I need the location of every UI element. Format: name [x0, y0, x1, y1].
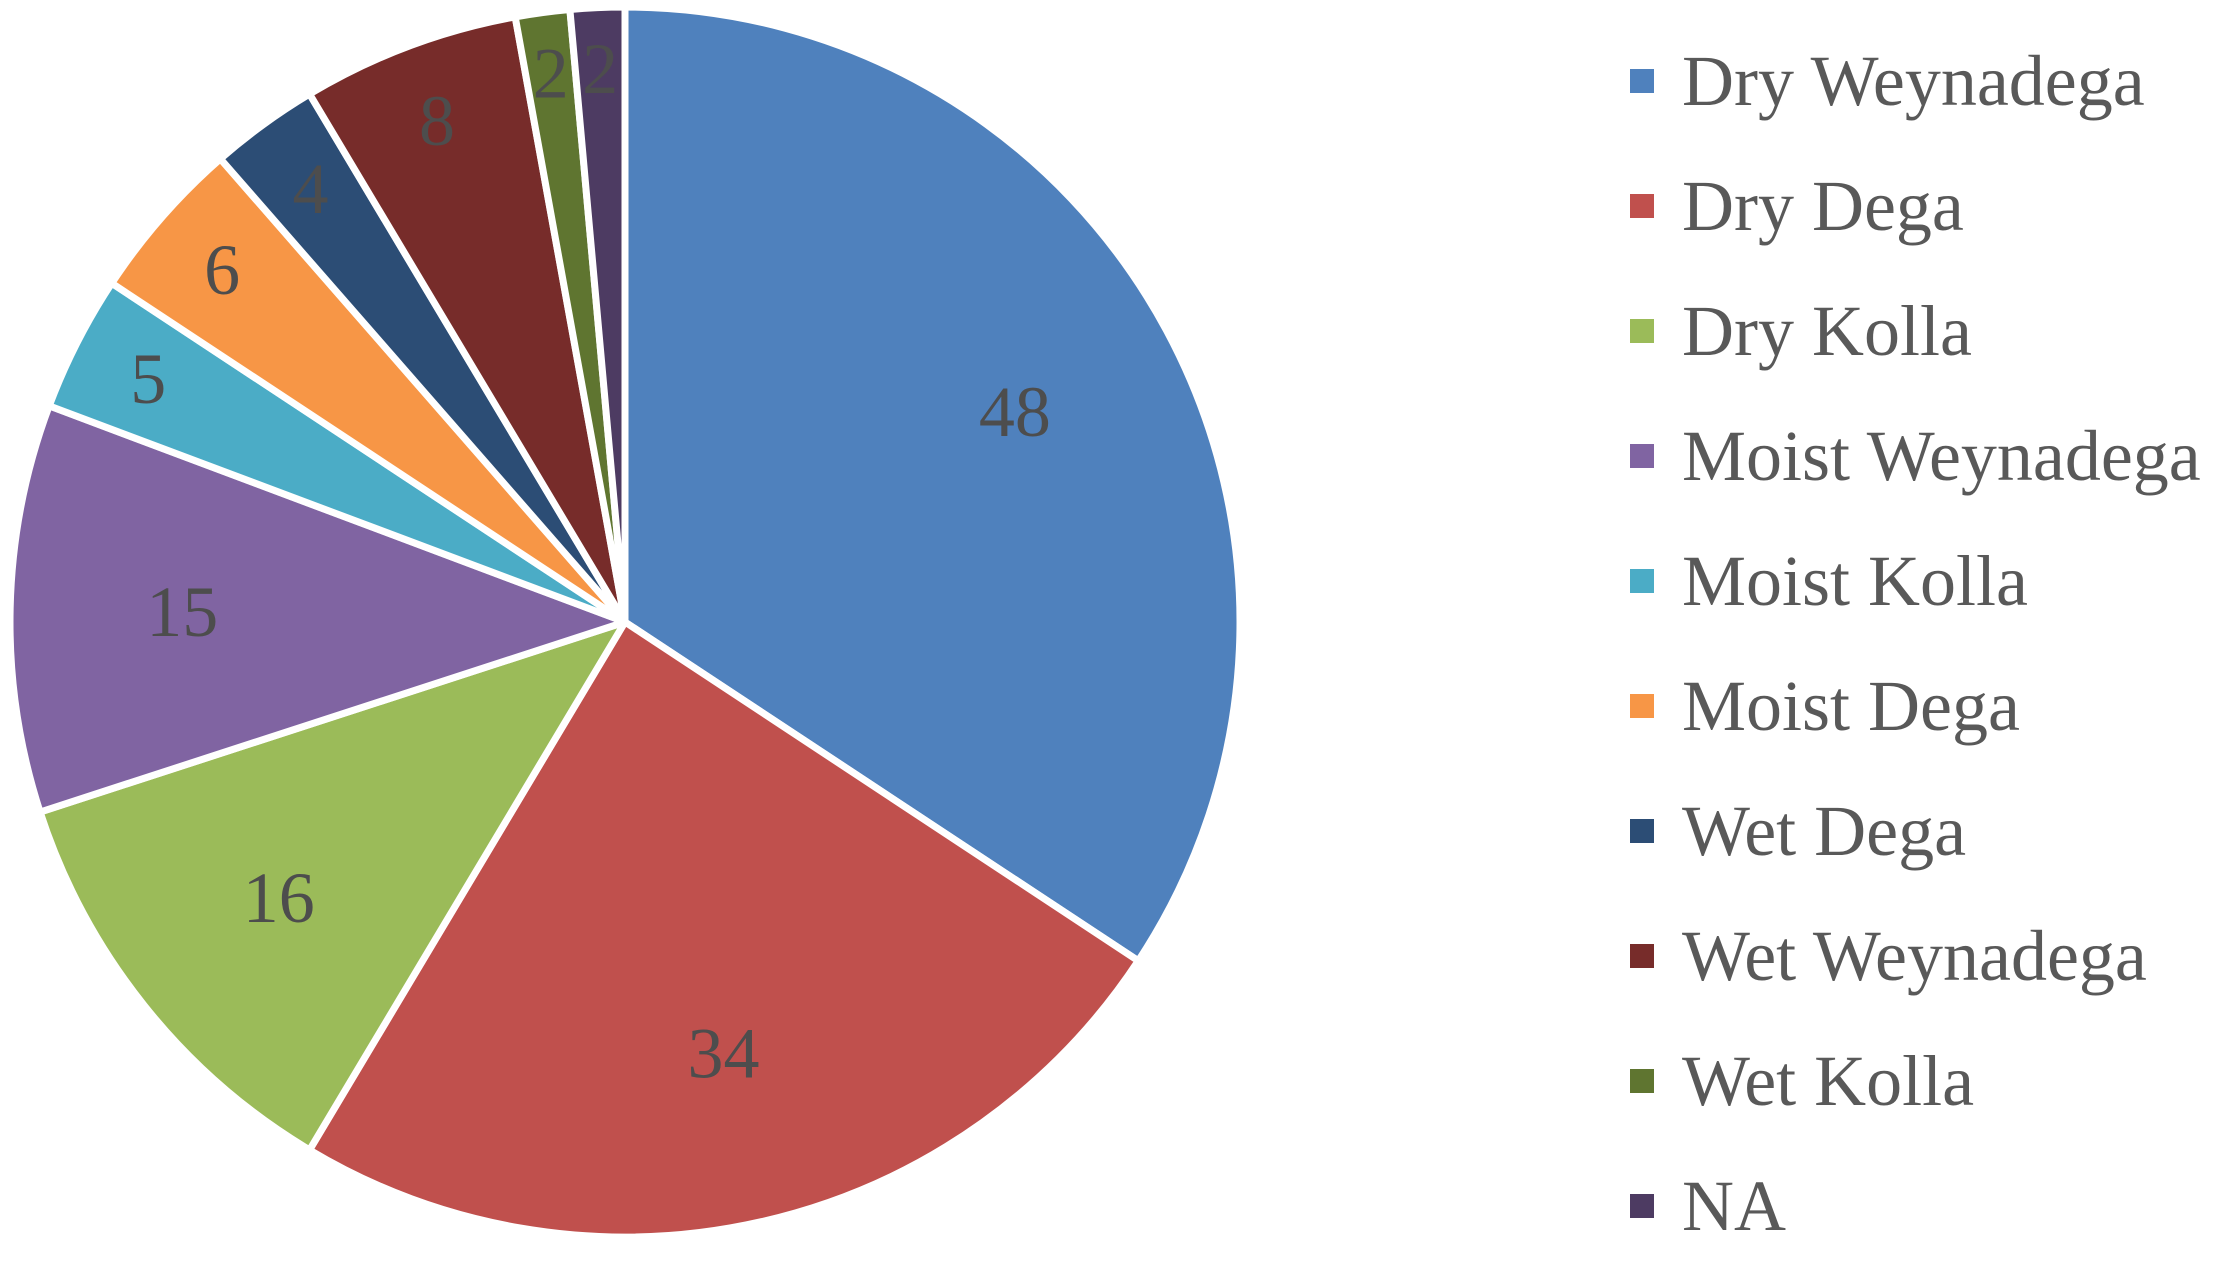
legend-label: Wet Kolla — [1682, 1040, 1975, 1121]
chart-legend: Dry Weynadega Dry Dega Dry Kolla Moist Weyn… — [1630, 18, 2220, 1268]
pie-slice-na — [566, 3, 629, 626]
data-label-moist-dega: 6 — [204, 230, 240, 310]
legend-swatch — [1630, 693, 1654, 718]
pie-slice-moist-weynadega — [6, 402, 629, 816]
legend-item-wet-dega: Wet Dega — [1630, 768, 2220, 893]
legend-label: Moist Dega — [1682, 665, 2020, 746]
data-label-moist-weynadega: 15 — [146, 572, 218, 652]
data-label-na: 2 — [582, 29, 618, 109]
pie-slice-dry-kolla — [36, 618, 629, 1154]
legend-swatch — [1630, 1068, 1654, 1093]
legend-label: Dry Weynadega — [1682, 40, 2145, 121]
legend-swatch — [1630, 68, 1654, 93]
legend-item-moist-kolla: Moist Kolla — [1630, 518, 2220, 643]
legend-item-moist-dega: Moist Dega — [1630, 643, 2220, 768]
legend-item-wet-weynadega: Wet Weynadega — [1630, 893, 2220, 1018]
legend-label: Wet Weynadega — [1682, 915, 2147, 996]
legend-label: Moist Kolla — [1682, 540, 2029, 621]
pie-slice-dry-dega — [306, 618, 1142, 1241]
legend-swatch — [1630, 818, 1654, 843]
data-label-dry-dega: 34 — [688, 1014, 760, 1094]
data-label-dry-kolla: 16 — [243, 858, 315, 938]
data-label-wet-weynadega: 8 — [419, 81, 455, 161]
legend-swatch — [1630, 943, 1654, 968]
legend-label: Wet Dega — [1682, 790, 1967, 871]
pie-slices — [6, 3, 1244, 1241]
legend-item-moist-weynadega: Moist Weynadega — [1630, 393, 2220, 518]
data-label-dry-weynadega: 48 — [979, 372, 1051, 452]
pie-slice-wet-weynadega — [306, 13, 629, 626]
data-label-wet-dega: 4 — [293, 149, 329, 229]
legend-swatch — [1630, 193, 1654, 218]
legend-item-na: NA — [1630, 1143, 2220, 1268]
legend-label: Dry Dega — [1682, 165, 1964, 246]
legend-item-dry-dega: Dry Dega — [1630, 143, 2220, 268]
legend-label: Dry Kolla — [1682, 290, 1972, 371]
legend-swatch — [1630, 1193, 1654, 1218]
legend-swatch — [1630, 318, 1654, 343]
legend-label: NA — [1682, 1165, 1786, 1246]
legend-item-dry-weynadega: Dry Weynadega — [1630, 18, 2220, 143]
legend-swatch — [1630, 568, 1654, 593]
pie-chart: 48 34 16 15 5 6 4 8 2 2 Dry Weynadega Dry Dega Dry … — [6, 3, 2201, 1242]
data-label-moist-kolla: 5 — [130, 339, 166, 419]
legend-label: Moist Weynadega — [1682, 415, 2201, 496]
legend-item-wet-kolla: Wet Kolla — [1630, 1018, 2220, 1143]
data-label-wet-kolla: 2 — [533, 34, 569, 114]
legend-swatch — [1630, 443, 1654, 468]
legend-item-dry-kolla: Dry Kolla — [1630, 268, 2220, 393]
